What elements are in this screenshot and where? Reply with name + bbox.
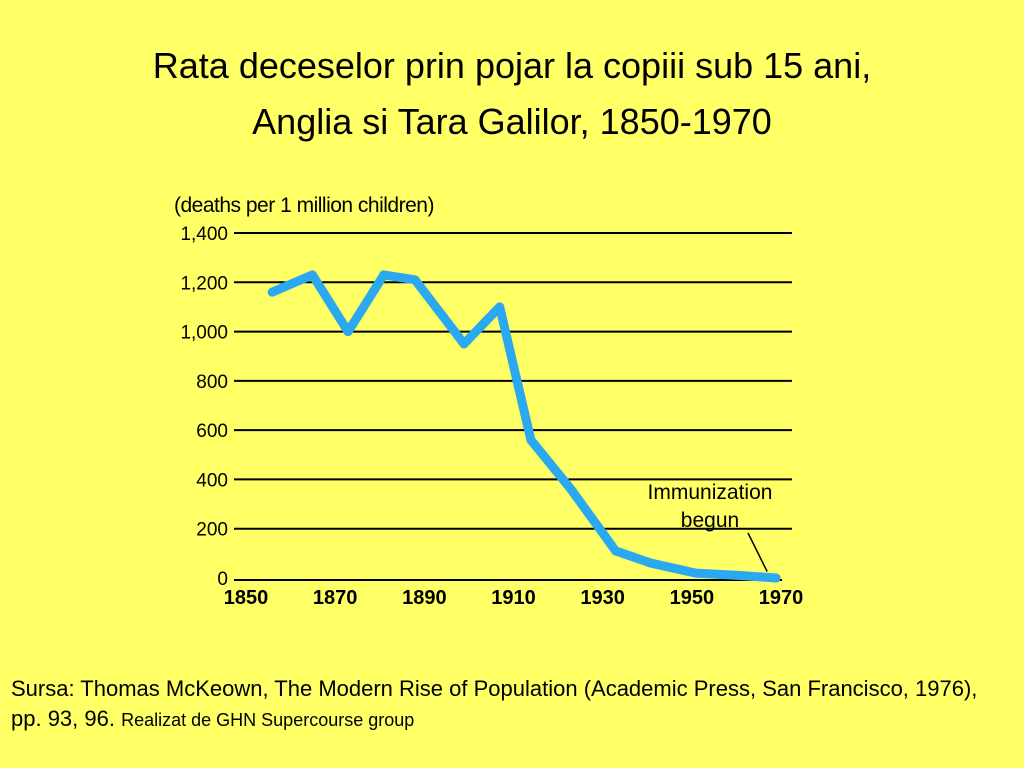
y-tick-label: 1,000: [180, 323, 228, 344]
x-tick-label: 1970: [759, 587, 804, 609]
x-tick-label: 1910: [491, 587, 536, 609]
title-line-2: Anglia si Tara Galilor, 1850-1970: [252, 101, 772, 142]
y-tick-label: 800: [196, 372, 228, 393]
data-point: [495, 302, 505, 312]
source-citation: Sursa: Thomas McKeown, The Modern Rise o…: [11, 674, 1001, 735]
annotation-pointer: [747, 532, 768, 572]
y-tick-label: 0: [217, 569, 228, 590]
x-tick-label: 1890: [402, 587, 447, 609]
title-line-1: Rata deceselor prin pojar la copiii sub …: [152, 45, 872, 86]
credit-text: Realizat de GHN Supercourse group: [121, 710, 415, 730]
data-point: [379, 270, 389, 280]
annotation-line-2: begun: [681, 509, 739, 532]
source-text: Sursa: Thomas McKeown, The Modern Rise o…: [11, 676, 978, 731]
data-point: [267, 287, 277, 297]
y-tick-label: 1,200: [180, 273, 228, 294]
x-tick-label: 1950: [670, 587, 715, 609]
data-point: [735, 571, 745, 581]
data-point: [691, 568, 701, 578]
data-point: [343, 327, 353, 337]
x-tick-label: 1870: [313, 587, 358, 609]
data-point: [307, 270, 317, 280]
slide-title: Rata deceselor prin pojar la copiii sub …: [0, 38, 1024, 150]
x-tick-label: 1850: [224, 587, 269, 609]
series-line: [267, 270, 781, 583]
data-point: [566, 484, 576, 494]
y-tick-label: 400: [196, 470, 228, 491]
annotation-line-1: Immunization: [648, 481, 773, 504]
data-point: [611, 546, 621, 556]
data-point: [526, 435, 536, 445]
y-tick-label: 600: [196, 421, 228, 442]
y-axis-label: (deaths per 1 million children): [174, 194, 434, 217]
y-tick-label: 200: [196, 520, 228, 541]
data-point: [410, 275, 420, 285]
data-point: [771, 573, 781, 583]
x-tick-label: 1930: [580, 587, 625, 609]
data-point: [646, 558, 656, 568]
data-point: [459, 339, 469, 349]
y-tick-label: 1,400: [180, 224, 228, 245]
